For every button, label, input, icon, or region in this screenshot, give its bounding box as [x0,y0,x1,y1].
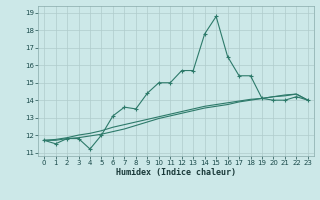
X-axis label: Humidex (Indice chaleur): Humidex (Indice chaleur) [116,168,236,177]
